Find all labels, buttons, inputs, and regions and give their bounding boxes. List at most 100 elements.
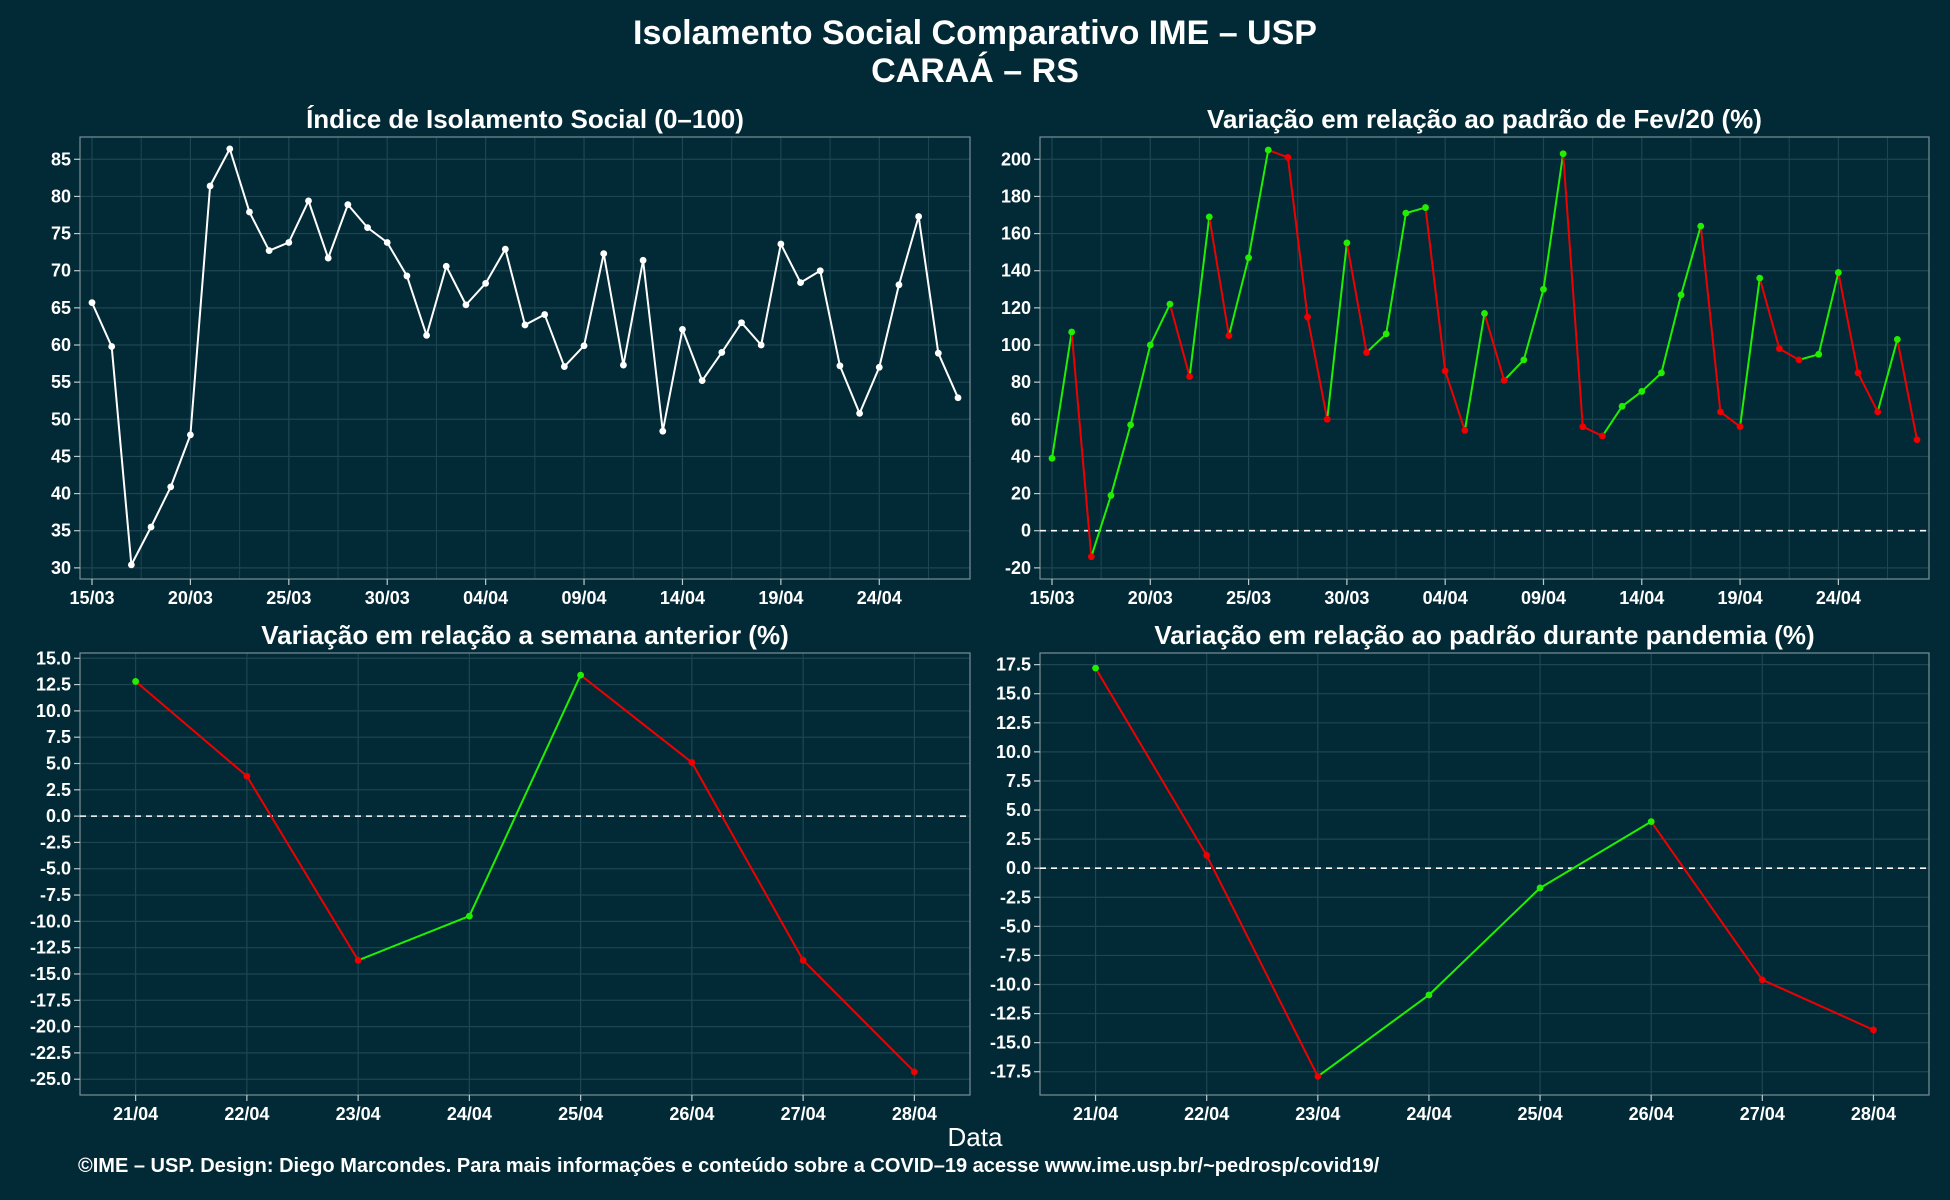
data-point [243, 772, 251, 780]
series-segment [838, 365, 861, 414]
series-segment [366, 226, 388, 244]
data-point [1323, 415, 1331, 423]
series-segment [1110, 424, 1132, 496]
series-segment [1444, 370, 1466, 431]
panel-frame [79, 136, 971, 580]
series-segment [858, 366, 881, 414]
x-tick-label: 25/04 [558, 1104, 603, 1124]
figure-title: Isolamento Social Comparativo IME – USP [633, 14, 1317, 52]
x-tick-label: 27/04 [1740, 1104, 1785, 1124]
y-tick-label: -15.0 [30, 964, 71, 984]
panel-title: Variação em relação ao padrão durante pa… [1154, 620, 1814, 650]
data-point [442, 262, 450, 270]
y-tick-label: 12.5 [996, 713, 1031, 733]
series-segment [1428, 887, 1541, 996]
series-segment [1326, 242, 1348, 420]
y-tick-label: -17.5 [990, 1062, 1031, 1082]
series-segment [504, 248, 526, 326]
x-tick-label: 30/03 [365, 588, 410, 608]
x-tick-label: 26/04 [669, 1104, 714, 1124]
y-tick-label: -15.0 [990, 1033, 1031, 1053]
series-segment [878, 284, 900, 368]
data-point [1304, 313, 1311, 321]
data-point [364, 224, 371, 232]
series-segment [1837, 272, 1860, 374]
series-segment [622, 260, 645, 366]
series-segment [327, 204, 349, 259]
series-segment [642, 260, 664, 432]
y-tick-label: -12.5 [990, 1004, 1031, 1024]
x-tick-label: 09/04 [562, 588, 607, 608]
data-point [915, 213, 923, 220]
series-segment [1483, 313, 1506, 381]
data-point [403, 272, 411, 280]
series-segment [1542, 153, 1565, 290]
series-segment [602, 253, 625, 366]
data-point [875, 363, 883, 371]
data-point [127, 561, 135, 569]
data-point [1461, 427, 1469, 434]
y-tick-label: 7.5 [1006, 771, 1031, 791]
data-point [797, 279, 804, 286]
y-tick-label: 65 [51, 298, 71, 318]
x-tick-label: 15/03 [1029, 588, 1074, 608]
series-segment [1129, 344, 1152, 426]
series-segment [1149, 303, 1171, 346]
x-tick-label: 24/04 [447, 1104, 492, 1124]
data-point [1127, 421, 1135, 429]
panel-title: Variação em relação ao padrão de Fev/20 … [1207, 104, 1762, 134]
series-segment [287, 200, 310, 243]
data-point [354, 956, 362, 964]
data-point [305, 197, 312, 205]
y-tick-label: -7.5 [40, 885, 71, 905]
data-point [88, 299, 96, 307]
y-tick-label: 55 [51, 372, 71, 392]
data-point [757, 341, 765, 349]
data-point [1203, 851, 1211, 859]
x-tick-label: 28/04 [1851, 1104, 1896, 1124]
series-segment [134, 680, 248, 777]
data-point [1264, 146, 1272, 154]
data-point [1520, 356, 1528, 364]
data-point [147, 523, 155, 531]
data-point [1048, 454, 1056, 462]
series-segment [268, 241, 290, 252]
y-tick-label: 20 [1011, 484, 1031, 504]
x-tick-label: 04/04 [1423, 588, 1468, 608]
data-point [324, 254, 332, 262]
data-point [226, 145, 234, 153]
data-point [1874, 408, 1882, 416]
series-segment [445, 265, 467, 306]
chart-panel-3: Variação em relação a semana anterior (%… [30, 620, 971, 1124]
series-segment [779, 243, 802, 284]
series-segment [1227, 257, 1250, 336]
series-segment [1267, 149, 1289, 159]
series-segment [937, 352, 959, 399]
data-point [108, 343, 116, 350]
data-point [1599, 432, 1606, 440]
figure-subtitle: CARAÁ – RS [871, 52, 1079, 90]
data-point [1834, 269, 1842, 276]
y-tick-label: 45 [51, 446, 71, 466]
series-segment [347, 203, 369, 229]
x-tick-label: 28/04 [892, 1104, 937, 1124]
y-tick-label: 10.0 [996, 742, 1031, 762]
series-segment [91, 302, 113, 347]
data-point [816, 267, 824, 275]
series-segment [1051, 331, 1073, 459]
y-tick-label: 180 [1001, 186, 1031, 206]
data-point [1441, 367, 1449, 375]
x-axis-label: Data [947, 1122, 1003, 1152]
data-point [1425, 991, 1433, 999]
y-tick-label: -10.0 [990, 975, 1031, 995]
y-tick-label: 40 [1011, 446, 1031, 466]
series-segment [701, 351, 723, 382]
series-segment [1463, 313, 1486, 431]
series-segment [1562, 153, 1584, 427]
data-point [187, 431, 194, 439]
data-point [1166, 300, 1174, 308]
series-segment [1601, 405, 1623, 437]
data-point [1422, 204, 1429, 211]
series-segment [1641, 372, 1663, 393]
